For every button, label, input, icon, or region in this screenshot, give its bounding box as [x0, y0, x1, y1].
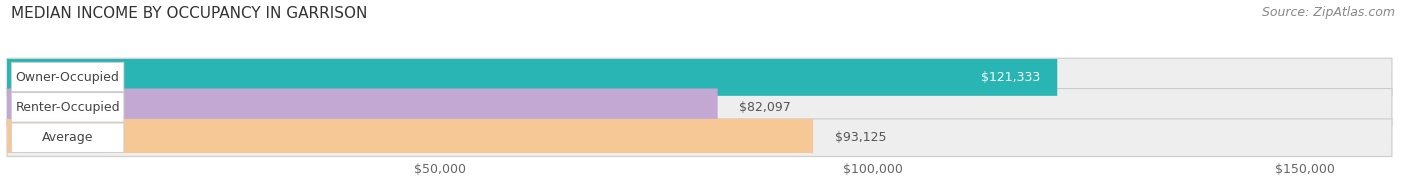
FancyBboxPatch shape: [11, 123, 124, 152]
Text: Average: Average: [42, 131, 93, 144]
FancyBboxPatch shape: [7, 58, 1057, 96]
Text: Renter-Occupied: Renter-Occupied: [15, 101, 120, 114]
FancyBboxPatch shape: [7, 89, 1392, 126]
Text: Source: ZipAtlas.com: Source: ZipAtlas.com: [1261, 6, 1395, 19]
Text: $121,333: $121,333: [981, 71, 1040, 83]
Text: MEDIAN INCOME BY OCCUPANCY IN GARRISON: MEDIAN INCOME BY OCCUPANCY IN GARRISON: [11, 6, 367, 21]
FancyBboxPatch shape: [7, 119, 813, 157]
FancyBboxPatch shape: [11, 62, 124, 92]
FancyBboxPatch shape: [7, 89, 717, 126]
FancyBboxPatch shape: [11, 93, 124, 122]
FancyBboxPatch shape: [7, 119, 1392, 157]
FancyBboxPatch shape: [7, 58, 1392, 96]
Text: Owner-Occupied: Owner-Occupied: [15, 71, 120, 83]
Text: $93,125: $93,125: [835, 131, 886, 144]
Text: $82,097: $82,097: [740, 101, 792, 114]
